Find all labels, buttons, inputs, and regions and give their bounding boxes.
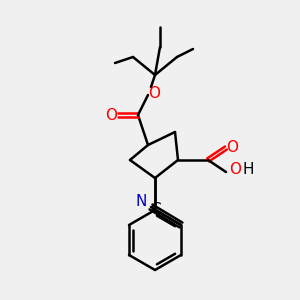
Text: O: O [105, 107, 117, 122]
Text: O: O [148, 85, 160, 100]
Text: O: O [229, 163, 241, 178]
Text: O: O [226, 140, 238, 155]
Text: C: C [150, 202, 160, 217]
Text: N: N [135, 194, 147, 208]
Text: H: H [242, 163, 254, 178]
